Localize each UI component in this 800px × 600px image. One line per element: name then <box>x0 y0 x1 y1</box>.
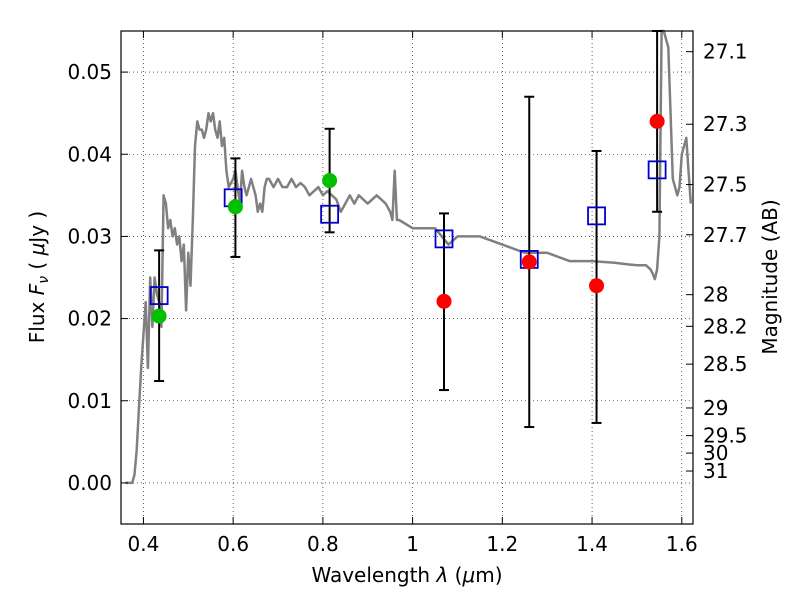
open-square-marker <box>149 286 169 305</box>
open-square-marker <box>647 160 667 180</box>
y-axis-title-prefix: Flux <box>25 295 49 343</box>
x-axis-title-unit-mu: μ <box>461 563 475 587</box>
y-axis-title-subscript: ν <box>36 276 52 284</box>
filled-circle-marker <box>589 278 605 294</box>
y-tick-label: 0.02 <box>67 307 112 331</box>
y-axis-title-symbol: F <box>25 283 49 295</box>
filled-circle-marker <box>649 113 665 129</box>
ticks: 0.4 0.6 0.8 1 1.2 1.4 1.6 0.00 0.01 0.02 0.03 0.04 0… <box>67 31 748 556</box>
y2-tick-label: 27.5 <box>703 173 748 197</box>
y-tick-label: 0.03 <box>67 224 112 248</box>
model-spectrum-line <box>125 29 693 485</box>
y2-tick-label: 31 <box>703 459 728 483</box>
x-axis-title-symbol: λ <box>435 563 448 587</box>
y2-axis-title: Magnitude (AB) <box>758 199 782 354</box>
y2-tick-label: 28.2 <box>703 314 748 338</box>
x-tick-label: 1.6 <box>666 532 698 556</box>
x-tick-label: 1 <box>406 532 419 556</box>
y2-tick-label: 30 <box>703 441 728 465</box>
y2-tick-label: 29.5 <box>703 424 748 448</box>
y-tick-label: 0.05 <box>67 60 112 84</box>
plot-background <box>121 31 693 524</box>
y2-tick-label: 27.3 <box>703 112 748 136</box>
y-tick-label: 0.01 <box>67 389 112 413</box>
x-tick-label: 1.2 <box>486 532 518 556</box>
filled-circle-marker <box>521 254 537 270</box>
x-axis-title-prefix: Wavelength <box>311 563 436 587</box>
y-axis-title-unit-mu: μ <box>25 243 49 257</box>
data-markers <box>149 113 667 324</box>
x-tick-label: 1.4 <box>576 532 608 556</box>
filled-circle-marker <box>227 199 243 215</box>
y2-tick-label: 28.5 <box>703 352 748 376</box>
y-axis-title-unit-close: Jy ) <box>25 211 49 245</box>
open-square-marker <box>320 204 340 224</box>
grid <box>121 31 693 524</box>
filled-circle-marker <box>436 293 452 309</box>
open-square-marker <box>434 229 454 249</box>
y-axis-title: Flux Fν ( μJy ) <box>25 211 52 343</box>
y2-tick-label: 28 <box>703 283 728 307</box>
y-tick-label: 0.04 <box>67 142 112 166</box>
x-tick-label: 0.4 <box>128 532 160 556</box>
y-axis-title-unit-open: ( <box>25 255 49 276</box>
y2-tick-label: 27.7 <box>703 223 748 247</box>
y-tick-label: 0.00 <box>67 471 112 495</box>
x-axis-title: Wavelength λ (μm) <box>311 563 502 587</box>
x-tick-label: 0.8 <box>307 532 339 556</box>
model-spectrum-layer <box>125 29 693 485</box>
x-axis-title-unit-close: m) <box>475 563 502 587</box>
filled-circle-marker <box>151 308 167 324</box>
open-square-marker <box>587 206 606 226</box>
y2-tick-label: 29 <box>703 396 728 420</box>
x-tick-label: 0.6 <box>217 532 249 556</box>
x-axis-title-unit-open: ( <box>448 563 462 587</box>
plot-frame <box>120 30 694 525</box>
y2-tick-label: 27.1 <box>703 40 748 64</box>
filled-circle-marker <box>322 173 338 189</box>
